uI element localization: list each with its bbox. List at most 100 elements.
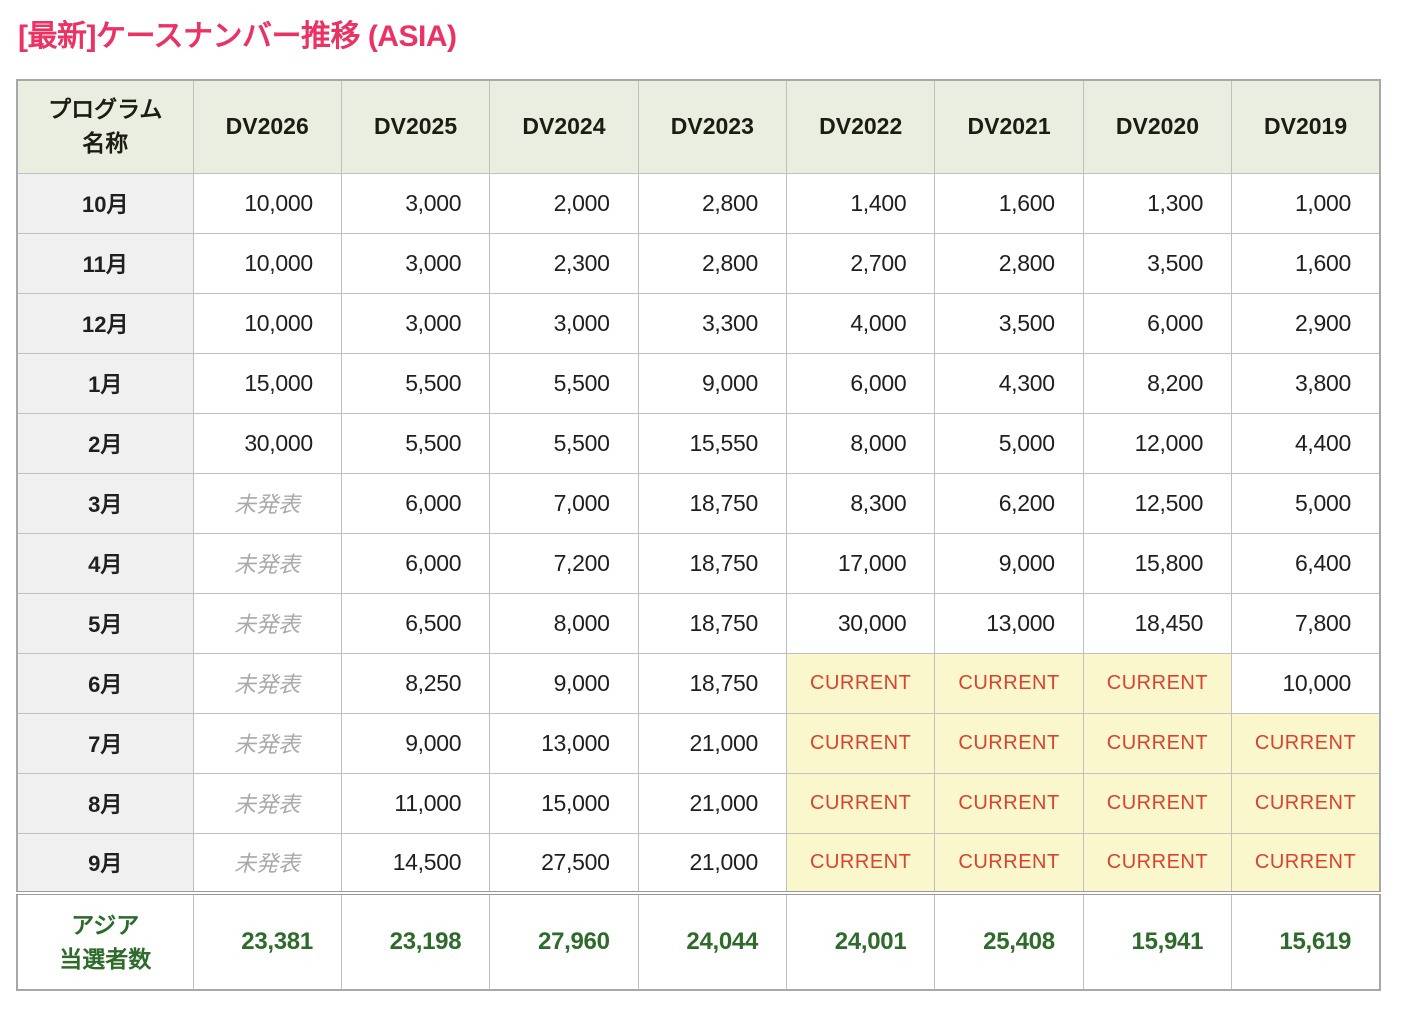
value-cell: 3,500	[1082, 232, 1233, 294]
column-header-dv2026: DV2026	[192, 79, 342, 174]
value-cell: 5,500	[489, 352, 639, 414]
unannounced-cell: 未発表	[192, 472, 342, 534]
total-row: アジア 当選者数 23,381 23,198 27,960 24,044 24,0…	[16, 891, 1381, 991]
value-cell: 5,500	[489, 412, 639, 474]
column-header-dv2019: DV2019	[1231, 79, 1381, 174]
value-cell: 1,600	[1231, 232, 1381, 294]
value-cell: 7,000	[489, 472, 639, 534]
column-header-dv2023: DV2023	[637, 79, 788, 174]
value-cell: 5,000	[934, 412, 1084, 474]
value-cell: 8,000	[785, 412, 936, 474]
value-cell: 15,000	[192, 352, 342, 414]
unannounced-cell: 未発表	[192, 592, 342, 654]
total-cell: 25,408	[934, 891, 1084, 991]
unannounced-cell: 未発表	[192, 652, 342, 714]
table-row: 12月 10,000 3,000 3,000 3,300 4,000 3,500 6,000 2…	[16, 292, 1381, 354]
month-label: 8月	[16, 772, 194, 834]
value-cell: 8,200	[1082, 352, 1233, 414]
value-cell: 4,000	[785, 292, 936, 354]
current-cell: CURRENT	[934, 832, 1084, 894]
month-label: 12月	[16, 292, 194, 354]
month-label: 1月	[16, 352, 194, 414]
value-cell: 30,000	[785, 592, 936, 654]
current-cell: CURRENT	[1082, 712, 1233, 774]
value-cell: 4,400	[1231, 412, 1381, 474]
value-cell: 21,000	[637, 712, 788, 774]
value-cell: 18,750	[637, 472, 788, 534]
value-cell: 8,250	[340, 652, 491, 714]
column-header-dv2024: DV2024	[489, 79, 639, 174]
current-cell: CURRENT	[1082, 832, 1233, 894]
value-cell: 6,000	[340, 532, 491, 594]
value-cell: 18,450	[1082, 592, 1233, 654]
table-body: 10月 10,000 3,000 2,000 2,800 1,400 1,600 1,300 1…	[16, 172, 1381, 894]
table-row: 11月 10,000 3,000 2,300 2,800 2,700 2,800 3,500 1…	[16, 232, 1381, 294]
value-cell: 21,000	[637, 832, 788, 894]
value-cell: 10,000	[1231, 652, 1381, 714]
unannounced-cell: 未発表	[192, 772, 342, 834]
current-cell: CURRENT	[1231, 832, 1381, 894]
value-cell: 2,800	[637, 172, 788, 234]
month-label: 5月	[16, 592, 194, 654]
value-cell: 18,750	[637, 532, 788, 594]
value-cell: 9,000	[489, 652, 639, 714]
current-cell: CURRENT	[1082, 772, 1233, 834]
current-cell: CURRENT	[785, 832, 936, 894]
table-header-row: プログラム 名称 DV2026 DV2025 DV2024 DV2023 DV20…	[16, 79, 1381, 174]
value-cell: 5,000	[1231, 472, 1381, 534]
value-cell: 6,400	[1231, 532, 1381, 594]
current-cell: CURRENT	[934, 712, 1084, 774]
value-cell: 2,800	[934, 232, 1084, 294]
value-cell: 17,000	[785, 532, 936, 594]
month-label: 6月	[16, 652, 194, 714]
month-label: 2月	[16, 412, 194, 474]
column-header-dv2022: DV2022	[785, 79, 936, 174]
month-label: 9月	[16, 832, 194, 894]
value-cell: 8,000	[489, 592, 639, 654]
value-cell: 9,000	[934, 532, 1084, 594]
total-cell: 15,619	[1231, 891, 1381, 991]
total-cell: 15,941	[1082, 891, 1233, 991]
current-cell: CURRENT	[934, 652, 1084, 714]
value-cell: 2,700	[785, 232, 936, 294]
value-cell: 3,800	[1231, 352, 1381, 414]
value-cell: 1,400	[785, 172, 936, 234]
value-cell: 18,750	[637, 652, 788, 714]
value-cell: 7,200	[489, 532, 639, 594]
total-cell: 23,381	[192, 891, 342, 991]
table-row: 5月 未発表 6,500 8,000 18,750 30,000 13,000 18,450 7…	[16, 592, 1381, 654]
value-cell: 11,000	[340, 772, 491, 834]
table-row: 1月 15,000 5,500 5,500 9,000 6,000 4,300 8,200 3,…	[16, 352, 1381, 414]
value-cell: 3,500	[934, 292, 1084, 354]
value-cell: 18,750	[637, 592, 788, 654]
value-cell: 12,000	[1082, 412, 1233, 474]
table-row: 8月 未発表 11,000 15,000 21,000 CURRENT CURRENT CUR…	[16, 772, 1381, 834]
value-cell: 6,500	[340, 592, 491, 654]
value-cell: 21,000	[637, 772, 788, 834]
total-cell: 27,960	[489, 891, 639, 991]
total-label: アジア 当選者数	[16, 891, 194, 991]
table-row: 7月 未発表 9,000 13,000 21,000 CURRENT CURRENT CURR…	[16, 712, 1381, 774]
value-cell: 27,500	[489, 832, 639, 894]
month-label: 10月	[16, 172, 194, 234]
value-cell: 1,300	[1082, 172, 1233, 234]
corner-header: プログラム 名称	[16, 79, 194, 174]
case-number-table: プログラム 名称 DV2026 DV2025 DV2024 DV2023 DV20…	[16, 79, 1381, 991]
value-cell: 13,000	[934, 592, 1084, 654]
value-cell: 10,000	[192, 172, 342, 234]
corner-header-line2: 名称	[82, 129, 129, 156]
value-cell: 10,000	[192, 232, 342, 294]
unannounced-cell: 未発表	[192, 532, 342, 594]
value-cell: 2,900	[1231, 292, 1381, 354]
table-row: 3月 未発表 6,000 7,000 18,750 8,300 6,200 12,500 5,0…	[16, 472, 1381, 534]
table-row: 2月 30,000 5,500 5,500 15,550 8,000 5,000 12,000…	[16, 412, 1381, 474]
value-cell: 3,000	[340, 292, 491, 354]
total-cell: 24,044	[637, 891, 788, 991]
value-cell: 8,300	[785, 472, 936, 534]
current-cell: CURRENT	[934, 772, 1084, 834]
total-cell: 23,198	[340, 891, 491, 991]
value-cell: 6,000	[340, 472, 491, 534]
value-cell: 6,000	[785, 352, 936, 414]
table-row: 6月 未発表 8,250 9,000 18,750 CURRENT CURRENT CURRE…	[16, 652, 1381, 714]
value-cell: 9,000	[637, 352, 788, 414]
